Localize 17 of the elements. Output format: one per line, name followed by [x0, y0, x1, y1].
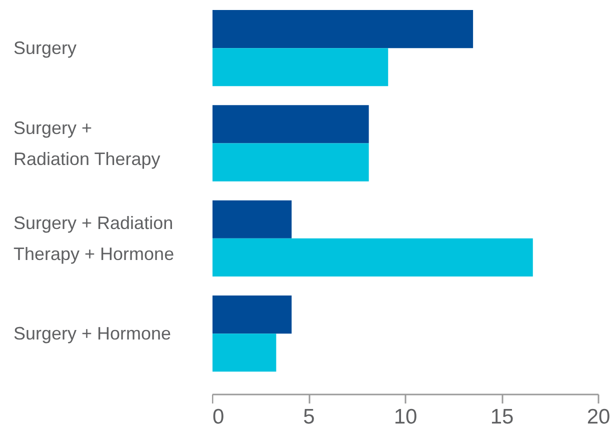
- bar: [212, 200, 292, 238]
- x-tick-label: 15: [490, 406, 514, 428]
- bar: [212, 334, 276, 372]
- bar: [212, 296, 292, 334]
- x-tick-label: 10: [394, 406, 418, 428]
- bar: [212, 10, 474, 48]
- x-tick-label: 0: [212, 406, 224, 428]
- x-tick-label: 20: [586, 406, 610, 428]
- y-tick-label: Surgery + Radiation Therapy: [14, 118, 160, 169]
- x-tick-label: 5: [303, 406, 315, 428]
- y-tick-label: Surgery + Radiation Therapy + Hormone: [14, 212, 174, 264]
- y-tick-label: Surgery: [14, 38, 77, 58]
- y-tick-label: Surgery + Hormone: [14, 324, 172, 344]
- bar: [212, 48, 388, 86]
- bar: [212, 105, 369, 144]
- bar: [212, 143, 369, 182]
- bar: [212, 238, 533, 276]
